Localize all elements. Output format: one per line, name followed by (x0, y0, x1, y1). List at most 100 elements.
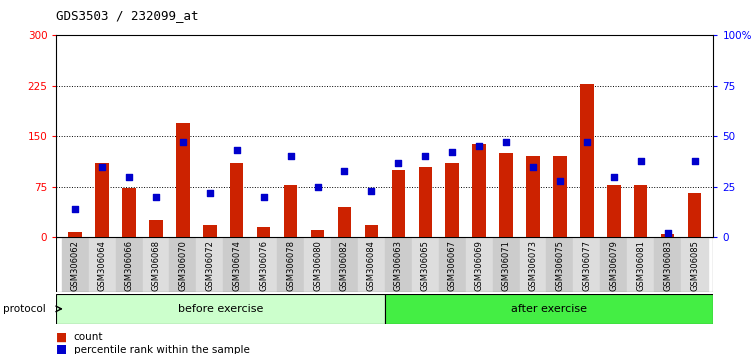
Point (177, 139, 189, 145)
Bar (412, 237, 439, 292)
Text: GSM306075: GSM306075 (556, 240, 565, 291)
Point (662, 230, 674, 236)
Bar (439, 237, 466, 292)
Point (204, 190, 216, 196)
Bar (95, 163, 109, 237)
Bar (526, 156, 540, 237)
Bar (56, 294, 385, 324)
Bar (580, 84, 593, 237)
Text: GSM306071: GSM306071 (502, 240, 511, 291)
Text: ■: ■ (56, 343, 68, 354)
Bar (681, 237, 708, 292)
Point (527, 164, 539, 170)
Text: percentile rank within the sample: percentile rank within the sample (74, 345, 249, 354)
Text: GSM306085: GSM306085 (690, 240, 699, 291)
Bar (661, 234, 674, 237)
Bar (627, 237, 654, 292)
Bar (499, 153, 513, 237)
Text: GSM306081: GSM306081 (636, 240, 645, 291)
Bar (89, 237, 116, 292)
Bar (250, 237, 277, 292)
Bar (466, 237, 493, 292)
Text: GSM306066: GSM306066 (125, 240, 134, 291)
Text: GSM306083: GSM306083 (663, 240, 672, 291)
Point (258, 194, 270, 200)
Text: after exercise: after exercise (511, 304, 587, 314)
Text: GSM306062: GSM306062 (71, 240, 80, 291)
Point (635, 158, 647, 163)
Bar (304, 237, 331, 292)
Point (446, 150, 458, 155)
Text: before exercise: before exercise (178, 304, 264, 314)
Bar (634, 185, 647, 237)
Text: GSM306072: GSM306072 (205, 240, 214, 291)
Bar (143, 237, 170, 292)
Point (69, 206, 81, 212)
Point (96, 164, 108, 170)
Text: GSM306064: GSM306064 (98, 240, 107, 291)
Text: GSM306067: GSM306067 (448, 240, 457, 291)
Point (285, 154, 297, 159)
Bar (331, 237, 358, 292)
Point (608, 174, 620, 179)
Bar (385, 294, 713, 324)
Text: GSM306078: GSM306078 (286, 240, 295, 291)
Bar (688, 193, 701, 237)
Bar (547, 237, 574, 292)
Text: GSM306084: GSM306084 (367, 240, 376, 291)
Bar (122, 188, 136, 237)
Text: GSM306063: GSM306063 (394, 240, 403, 291)
Text: ■: ■ (56, 331, 68, 343)
Bar (654, 237, 681, 292)
Bar (365, 225, 379, 237)
Text: GSM306082: GSM306082 (340, 240, 349, 291)
Bar (553, 156, 567, 237)
Point (554, 178, 566, 183)
Bar (520, 237, 547, 292)
Bar (284, 185, 297, 237)
Bar (418, 167, 432, 237)
Bar (257, 227, 270, 237)
Text: GSM306070: GSM306070 (179, 240, 188, 291)
Point (123, 174, 135, 179)
Bar (230, 163, 243, 237)
Bar (68, 232, 82, 237)
Bar (472, 144, 486, 237)
Text: GSM306065: GSM306065 (421, 240, 430, 291)
Bar (391, 170, 405, 237)
Bar (176, 123, 190, 237)
Point (150, 194, 162, 200)
Point (581, 139, 593, 145)
Bar (600, 237, 627, 292)
Bar (338, 207, 351, 237)
Bar (385, 237, 412, 292)
Bar (574, 237, 600, 292)
Point (473, 144, 485, 149)
Bar (170, 237, 196, 292)
Point (339, 168, 351, 173)
Text: GSM306076: GSM306076 (259, 240, 268, 291)
Bar (445, 163, 459, 237)
Text: GSM306080: GSM306080 (313, 240, 322, 291)
Bar (62, 237, 89, 292)
Point (312, 184, 324, 190)
Bar (277, 237, 304, 292)
Bar (196, 237, 223, 292)
Point (500, 139, 512, 145)
Bar (203, 225, 216, 237)
Text: GSM306079: GSM306079 (609, 240, 618, 291)
Text: count: count (74, 332, 103, 342)
Point (392, 160, 404, 165)
Text: GSM306074: GSM306074 (232, 240, 241, 291)
Text: GSM306069: GSM306069 (475, 240, 484, 291)
Bar (116, 237, 143, 292)
Point (231, 148, 243, 153)
Bar (358, 237, 385, 292)
Text: protocol: protocol (3, 304, 46, 314)
Bar (493, 237, 520, 292)
Text: GDS3503 / 232099_at: GDS3503 / 232099_at (56, 9, 199, 22)
Bar (607, 185, 620, 237)
Text: GSM306073: GSM306073 (529, 240, 538, 291)
Bar (149, 220, 163, 237)
Text: GSM306077: GSM306077 (582, 240, 591, 291)
